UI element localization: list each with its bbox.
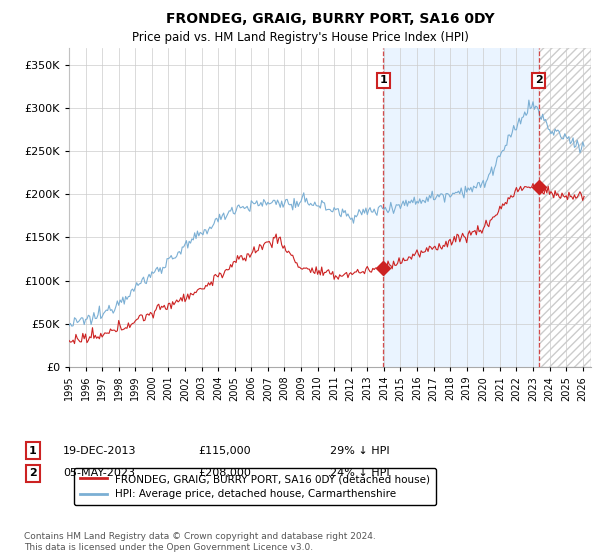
Text: 2: 2 (29, 468, 37, 478)
Text: 24% ↓ HPI: 24% ↓ HPI (330, 468, 389, 478)
Text: Contains HM Land Registry data © Crown copyright and database right 2024.
This d: Contains HM Land Registry data © Crown c… (24, 532, 376, 552)
Legend: FRONDEG, GRAIG, BURRY PORT, SA16 0DY (detached house), HPI: Average price, detac: FRONDEG, GRAIG, BURRY PORT, SA16 0DY (de… (74, 468, 436, 506)
Text: 1: 1 (379, 76, 387, 85)
Text: £115,000: £115,000 (198, 446, 251, 456)
Title: FRONDEG, GRAIG, BURRY PORT, SA16 0DY: FRONDEG, GRAIG, BURRY PORT, SA16 0DY (166, 12, 494, 26)
Bar (539, 48, 591, 367)
Bar (383, 48, 539, 367)
Text: 19-DEC-2013: 19-DEC-2013 (63, 446, 137, 456)
Text: 29% ↓ HPI: 29% ↓ HPI (330, 446, 389, 456)
Text: 2: 2 (535, 76, 542, 85)
Text: 05-MAY-2023: 05-MAY-2023 (63, 468, 135, 478)
Text: £208,000: £208,000 (198, 468, 251, 478)
Text: 1: 1 (29, 446, 37, 456)
Text: Price paid vs. HM Land Registry's House Price Index (HPI): Price paid vs. HM Land Registry's House … (131, 31, 469, 44)
